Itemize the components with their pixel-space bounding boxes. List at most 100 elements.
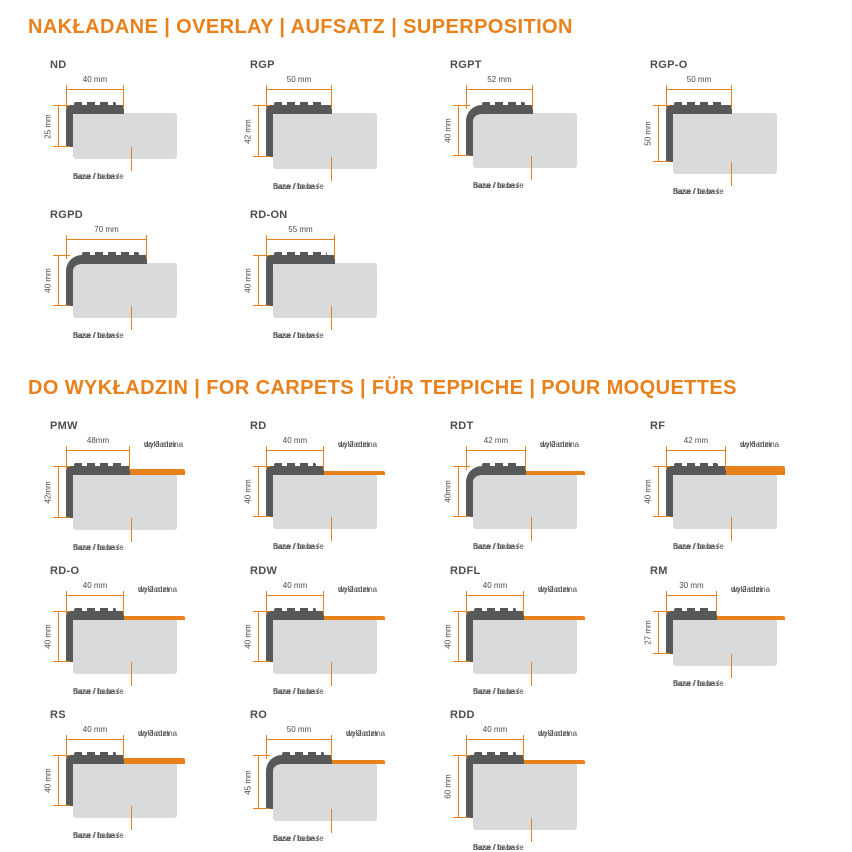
profile-card: RGPD 70 mm 40 mm R8 [40, 209, 240, 351]
base-label-line2: Base / la base [473, 843, 524, 852]
profile-card: RO 50 mm 45 mm R8 [240, 709, 440, 852]
height-dimension-tick-top [453, 105, 470, 106]
profile-name: RD-ON [250, 209, 288, 221]
profile-card: RDFL 40 mm 40 mm wykładzina [440, 565, 640, 707]
height-dimension-label-wrap: 42mm [36, 466, 60, 518]
height-dimension: 40 mm [443, 611, 470, 662]
base-block [73, 763, 177, 818]
carpet-strip [518, 471, 585, 475]
height-dimension-line [258, 105, 259, 157]
height-dimension-label: 40 mm [443, 624, 453, 649]
profile-ribs [74, 752, 116, 756]
width-dimension-tick-right [532, 85, 533, 109]
carpet-label-line1: wykładzina [338, 440, 378, 449]
height-dimension-tick-top [453, 466, 470, 467]
profile-ribs [474, 752, 516, 756]
width-dimension-line [266, 450, 324, 451]
profile-diagram: 40 mm 40 mm wykładzina do 2 mm [240, 581, 440, 707]
base-callout-line [331, 662, 332, 686]
profile-name: RD [250, 420, 267, 432]
profile-card: RD 40 mm 40 mm wykładzina [240, 420, 440, 562]
carpet-label-line1: wykładzina [346, 729, 386, 738]
base-block [273, 474, 377, 529]
carpet-strip [316, 616, 385, 620]
width-dimension-tick-left [466, 85, 467, 109]
height-dimension-label: 40 mm [243, 268, 253, 293]
width-dimension: 40 mm [66, 725, 124, 759]
width-dimension-label: 42 mm [683, 436, 709, 445]
profile-nosing-shape [66, 255, 147, 306]
height-dimension-tick-bottom [253, 156, 270, 157]
profile-ribs [74, 102, 116, 106]
base-label-line2: Base / la base [73, 331, 124, 340]
height-dimension-line [458, 755, 459, 818]
base-label-line2: Base / la base [673, 187, 724, 196]
profile-ribs [274, 252, 327, 256]
height-dimension-tick-bottom [453, 516, 470, 517]
profile-name: RGPD [50, 209, 83, 221]
height-dimension-tick-bottom [253, 305, 270, 306]
base-callout-line [531, 517, 532, 541]
profile-diagram: 70 mm 40 mm R8 baza / ba [40, 225, 240, 351]
height-dimension-label: 27 mm [643, 620, 653, 645]
profile-name: RS [50, 709, 66, 721]
width-dimension-label: 50 mm [686, 75, 712, 84]
width-dimension-line [466, 739, 524, 740]
width-dimension: 52 mm [466, 75, 533, 109]
width-dimension-tick-left [466, 446, 467, 470]
width-dimension-tick-left [266, 235, 267, 259]
width-dimension-line [66, 739, 124, 740]
profile-card: RDD 40 mm 60 mm wykładzina [440, 709, 640, 852]
base-label-line2: Base / la base [273, 834, 324, 843]
width-dimension: 50 mm [266, 725, 332, 759]
height-dimension-label-wrap: 40 mm [36, 755, 60, 806]
width-dimension-label: 70 mm [94, 225, 119, 234]
height-dimension: 42mm [43, 466, 70, 518]
width-dimension-label: 30 mm [679, 581, 704, 590]
height-dimension-label: 40 mm [43, 624, 53, 649]
profile-diagram: 42 mm 40 mm wykładzina do 6 mm [640, 436, 840, 562]
height-dimension: 40 mm [44, 755, 70, 806]
height-dimension-label: 40 mm [443, 118, 453, 143]
base-label-line1: baza / base / [473, 687, 519, 696]
profile-name: RDFL [450, 565, 481, 577]
base-label-line1: baza / base / [73, 831, 119, 840]
height-dimension-label: 40 mm [43, 268, 53, 293]
height-dimension-tick-bottom [253, 808, 270, 809]
profile-name: PMW [50, 420, 78, 432]
profile-nosing-shape [266, 466, 324, 517]
width-dimension-label: 40 mm [282, 581, 308, 590]
height-dimension-label-wrap: 45 mm [236, 755, 260, 809]
base-label-line1: baza / base / [73, 687, 119, 696]
base-label-line2: Base / la base [473, 542, 524, 551]
profile-name: RGP [250, 59, 275, 71]
base-callout-line [331, 157, 332, 181]
profile-nosing-shape [466, 105, 533, 156]
base-block [73, 263, 177, 318]
width-dimension-tick-right [123, 591, 124, 615]
profile-ribs [82, 252, 139, 256]
height-dimension-label-wrap: 40 mm [236, 255, 260, 306]
base-label-line2: Base / la base [73, 172, 124, 181]
height-dimension-label-wrap: 40 mm [436, 105, 460, 156]
height-dimension-label: 40 mm [243, 624, 253, 649]
width-dimension-tick-right [523, 735, 524, 759]
profile-diagram: 52 mm 40 mm R15 baza / b [440, 75, 640, 201]
height-dimension: 40mm [443, 466, 470, 517]
width-dimension-label: 42 mm [483, 436, 509, 445]
width-dimension-tick-right [725, 446, 726, 470]
width-dimension: 40 mm [266, 581, 324, 615]
height-dimension: 40 mm [244, 466, 270, 517]
base-label-line1: baza / base / [273, 542, 319, 551]
profile-card: RGPT 52 mm 40 mm R15 [440, 59, 640, 201]
height-dimension-tick-bottom [253, 661, 270, 662]
base-label-line1: baza / base / [473, 542, 519, 551]
section-overlay: NAKŁADANE | OVERLAY | AUFSATZ | SUPERPOS… [0, 16, 852, 351]
height-dimension-label: 60 mm [443, 774, 453, 799]
height-dimension-line [458, 105, 459, 156]
profile-name: RM [650, 565, 668, 577]
profile-name: RDD [450, 709, 475, 721]
width-dimension-label: 40 mm [82, 75, 108, 84]
profile-diagram: 50 mm 50 mm baza / base / Base / la ba [640, 75, 840, 207]
width-dimension-tick-right [323, 591, 324, 615]
